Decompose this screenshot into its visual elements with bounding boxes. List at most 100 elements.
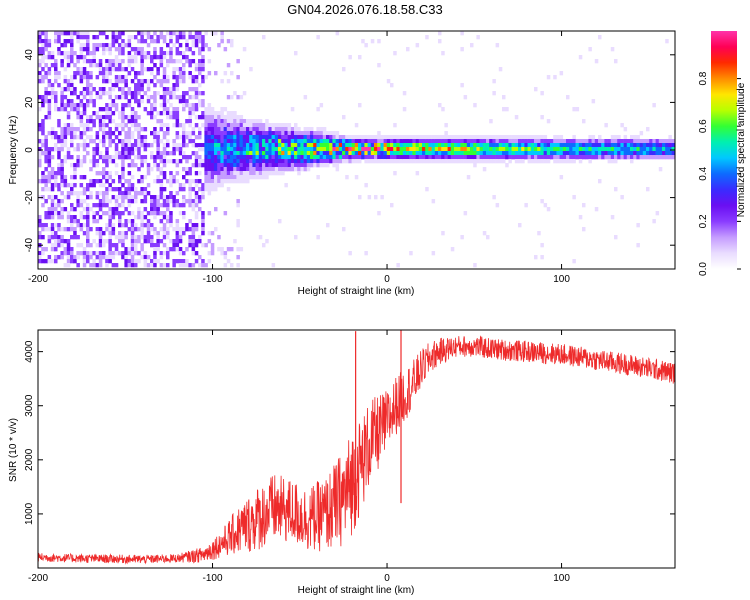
heat-cell: [210, 139, 215, 144]
heat-cell: [162, 187, 167, 192]
heat-cell: [540, 243, 544, 248]
heat-cell: [425, 139, 429, 144]
heat-cell: [98, 255, 103, 260]
heat-cell: [271, 163, 276, 168]
heat-cell: [246, 163, 250, 168]
heat-cell: [92, 155, 96, 160]
heat-cell: [86, 231, 90, 236]
heat-cell: [194, 31, 199, 36]
heat-cell: [236, 167, 240, 172]
heat-cell: [98, 67, 103, 72]
heat-cell: [262, 159, 266, 164]
heat-cell: [210, 115, 215, 120]
heat-cell: [105, 223, 109, 228]
heat-cell: [70, 163, 74, 168]
heat-cell: [351, 155, 356, 160]
heat-cell: [447, 155, 452, 160]
heat-cell: [246, 123, 250, 128]
heat-cell: [159, 179, 164, 184]
heat-cell: [127, 219, 132, 224]
heat-cell: [182, 151, 186, 156]
heat-cell: [41, 187, 45, 192]
heat-cell: [102, 91, 106, 96]
heat-cell: [178, 123, 183, 128]
heat-cell: [118, 51, 122, 56]
heat-cell: [278, 127, 282, 132]
heat-cell: [140, 163, 144, 168]
heat-cell: [201, 187, 205, 192]
heat-cell: [630, 159, 634, 164]
heat-cell: [319, 135, 324, 140]
heat-cell: [460, 47, 464, 52]
heat-cell: [70, 35, 74, 40]
heat-cell: [297, 155, 301, 160]
heat-cell: [268, 131, 272, 136]
heat-cell: [162, 143, 167, 148]
heat-cell: [278, 155, 282, 160]
heat-cell: [470, 143, 474, 148]
heat-cell: [79, 43, 84, 48]
heat-cell: [105, 263, 109, 268]
heat-cell: [153, 127, 157, 132]
heat-cell: [137, 39, 141, 44]
heat-cell: [79, 111, 84, 116]
heat-cell: [121, 255, 125, 260]
heat-cell: [537, 159, 541, 164]
heat-cell: [82, 187, 87, 192]
heat-cell: [230, 39, 234, 44]
heat-cell: [578, 143, 583, 148]
heat-cell: [102, 71, 106, 76]
heat-cell: [242, 155, 247, 160]
heat-cell: [111, 131, 116, 136]
heat-cell: [127, 139, 132, 144]
heat-cell: [159, 127, 164, 132]
heat-cell: [514, 139, 519, 144]
heat-cell: [178, 183, 183, 188]
heat-cell: [265, 119, 269, 124]
heat-cell: [54, 223, 58, 228]
heat-cell: [108, 79, 112, 84]
heat-cell: [457, 147, 461, 152]
heat-cell: [66, 227, 71, 232]
heat-cell: [38, 139, 42, 144]
heat-cell: [447, 135, 452, 140]
heat-cell: [124, 259, 128, 264]
heat-cell: [162, 71, 167, 76]
heat-cell: [79, 175, 84, 180]
heat-cell: [326, 163, 330, 168]
heat-cell: [108, 155, 112, 160]
heat-cell: [233, 111, 237, 116]
heat-cell: [146, 223, 151, 228]
heat-cell: [118, 231, 122, 236]
heat-cell: [121, 59, 125, 64]
heat-cell: [185, 39, 189, 44]
heat-cell: [95, 47, 100, 52]
heat-cell: [130, 251, 135, 256]
heat-cell: [82, 247, 87, 252]
heat-cell: [86, 219, 90, 224]
heat-cell: [41, 259, 45, 264]
heat-cell: [521, 155, 525, 160]
heat-cell: [134, 71, 138, 76]
heat-cell: [191, 247, 196, 252]
heat-cell: [66, 99, 71, 104]
heat-cell: [281, 151, 285, 156]
heat-cell: [92, 259, 96, 264]
heat-cell: [143, 215, 148, 220]
heat-cell: [473, 139, 477, 144]
spectrogram-y-label: Frequency (Hz): [8, 116, 19, 185]
heat-cell: [642, 143, 647, 148]
heat-cell: [316, 143, 320, 148]
heat-cell: [297, 167, 301, 172]
heat-cell: [265, 159, 269, 164]
heat-cell: [175, 259, 180, 264]
heat-cell: [178, 43, 183, 48]
heat-cell: [82, 123, 87, 128]
heat-cell: [345, 147, 349, 152]
heat-cell: [50, 231, 55, 236]
heat-cell: [54, 75, 58, 80]
heat-cell: [143, 223, 148, 228]
heat-cell: [303, 95, 308, 100]
heat-cell: [146, 83, 151, 88]
heat-cell: [156, 211, 160, 216]
